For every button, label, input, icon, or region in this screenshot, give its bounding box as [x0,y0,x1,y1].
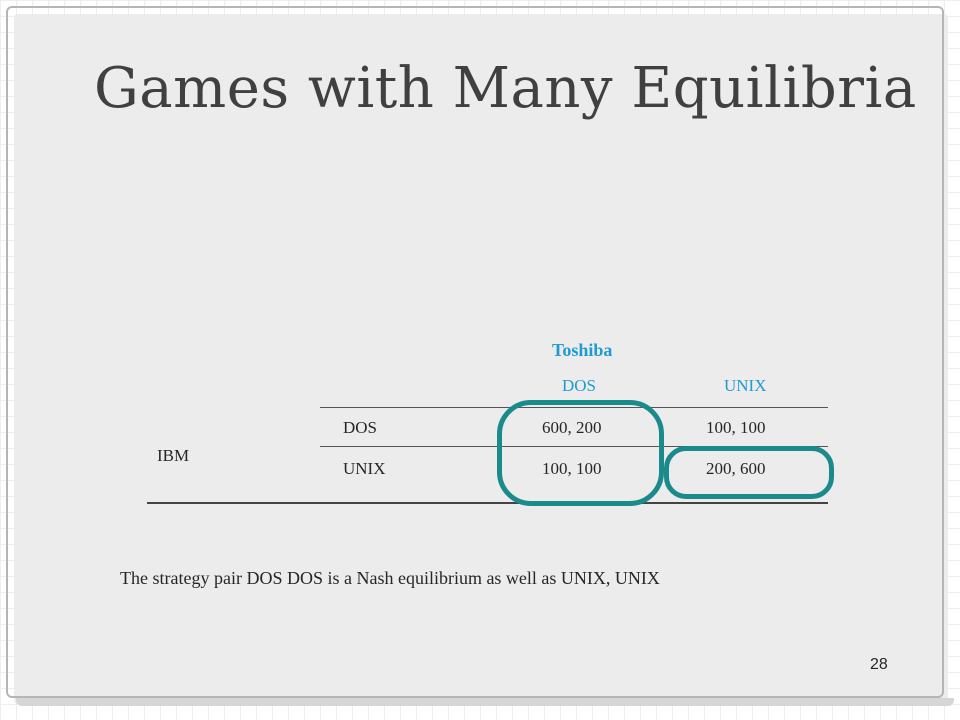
row-header-unix: UNIX [343,459,386,478]
cell-dos-dos: 600, 200 [542,418,602,437]
cell-dos-unix: 100, 100 [706,418,766,437]
slide-title: Games with Many Equilibria [94,56,917,121]
slide-frame [6,6,954,706]
equilibrium-highlight-unix-unix [664,446,834,499]
row-header-dos: DOS [343,418,378,437]
equilibrium-highlight-dos-dos [497,400,664,506]
column-player-label: Toshiba [552,340,613,360]
table-row-divider [320,446,828,447]
row-player-label: IBM [157,446,190,465]
column-header-unix: UNIX [724,376,767,395]
table-bottom-border [147,502,828,504]
column-header-dos: DOS [562,376,597,395]
cell-unix-dos: 100, 100 [542,459,602,478]
frame-shadow [14,14,948,704]
table-header-divider [320,407,828,408]
equilibrium-caption: The strategy pair DOS DOS is a Nash equi… [120,568,660,588]
cell-unix-unix: 200, 600 [706,459,766,478]
page-number: 28 [870,656,888,673]
